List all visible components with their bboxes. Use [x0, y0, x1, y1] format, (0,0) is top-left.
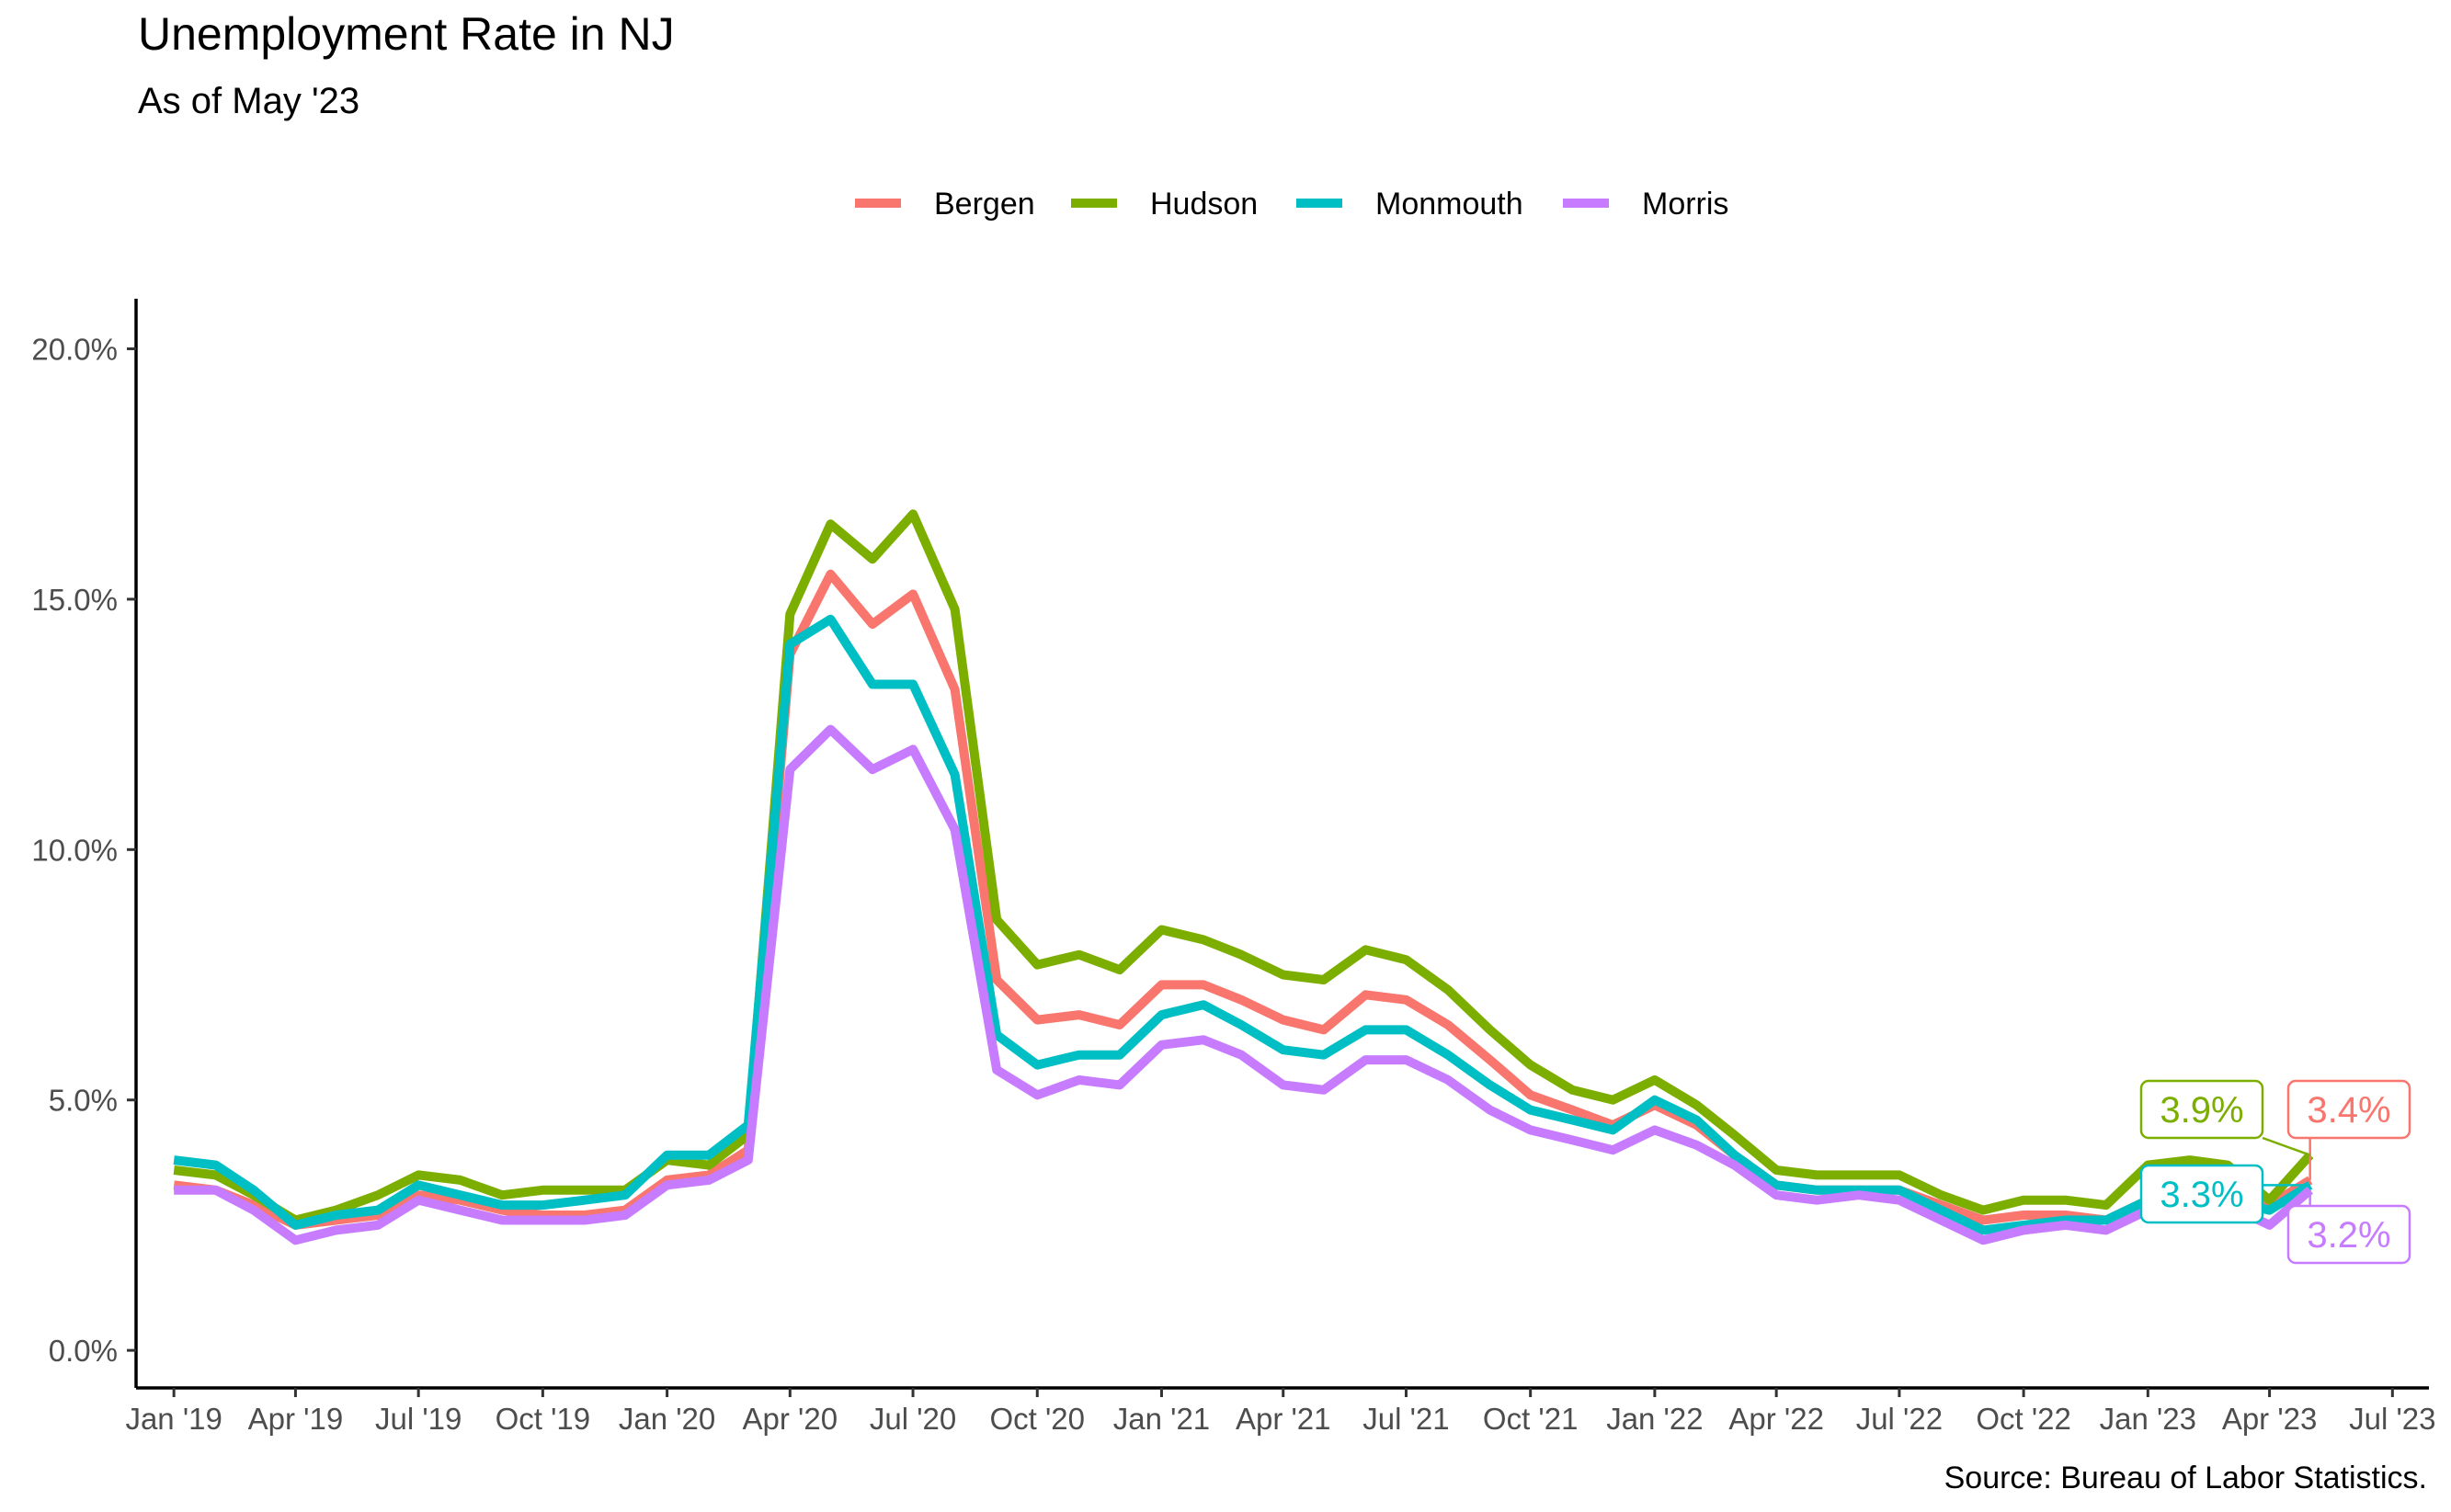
y-tick-label: 15.0%: [31, 583, 118, 617]
x-tick-label: Jul '21: [1362, 1402, 1449, 1436]
x-tick-label: Jan '20: [619, 1402, 715, 1436]
x-tick-label: Apr '22: [1728, 1402, 1824, 1436]
legend-label-bergen: Bergen: [934, 187, 1035, 222]
x-tick-label: Oct '20: [990, 1402, 1086, 1436]
end-label-hudson: 3.9%: [2160, 1090, 2243, 1131]
chart-end-labels: 3.4% 3.9% 3.3% 3.2%: [2139, 1079, 2411, 1265]
series-line-monmouth: [173, 614, 2313, 1235]
chart-legend: Bergen Hudson Monmouth Morris: [855, 187, 1728, 222]
chart-title: Unemployment Rate in NJ: [138, 8, 675, 60]
legend-label-monmouth: Monmouth: [1375, 187, 1523, 222]
y-tick-label: 20.0%: [31, 332, 118, 366]
x-tick-label: Jul '22: [1856, 1402, 1943, 1436]
series-line-hudson: [173, 509, 2314, 1225]
x-tick-label: Jan '23: [2100, 1402, 2196, 1436]
x-tick-label: Oct '21: [1483, 1402, 1579, 1436]
end-label-box-monmouth: [2139, 1164, 2264, 1224]
end-label-monmouth: 3.3%: [2160, 1175, 2243, 1215]
y-tick-label: 0.0%: [49, 1334, 118, 1368]
series-line-morris: [174, 724, 2313, 1245]
x-tick-label: Apr '20: [743, 1402, 838, 1436]
chart-source-caption: Source: Bureau of Labor Statistics.: [1944, 1461, 2427, 1495]
x-tick-label: Jul '19: [375, 1402, 462, 1436]
x-tick-label: Jul '23: [2349, 1402, 2435, 1436]
chart-subtitle: As of May '23: [138, 81, 360, 121]
chart-series: [173, 509, 2314, 1245]
x-tick-label: Apr '21: [1236, 1402, 1331, 1436]
series-line-bergen: [173, 569, 2313, 1230]
legend-label-hudson: Hudson: [1150, 187, 1258, 222]
end-label-box-hudson: [2139, 1079, 2264, 1140]
end-label-bergen: 3.4%: [2307, 1090, 2390, 1131]
y-tick-label: 5.0%: [49, 1084, 118, 1118]
end-label-morris: 3.2%: [2307, 1215, 2390, 1256]
x-tick-label: Apr '19: [248, 1402, 344, 1436]
x-tick-label: Jan '22: [1606, 1402, 1703, 1436]
x-tick-label: Apr '23: [2222, 1402, 2318, 1436]
chart-axes: 0.0% 5.0% 10.0% 15.0% 20.0% Jan '19 Apr '19 Jul…: [31, 299, 2435, 1436]
end-label-box-bergen: [2286, 1079, 2411, 1140]
x-tick-label: Jan '19: [125, 1402, 222, 1436]
x-tick-label: Jan '21: [1113, 1402, 1210, 1436]
x-tick-label: Jul '20: [870, 1402, 956, 1436]
legend-label-morris: Morris: [1642, 187, 1728, 222]
end-label-connector-hudson: [2262, 1136, 2311, 1156]
x-tick-label: Oct '22: [1976, 1402, 2071, 1436]
x-tick-label: Oct '19: [496, 1402, 591, 1436]
y-tick-label: 10.0%: [31, 833, 118, 867]
end-label-box-morris: [2286, 1204, 2411, 1265]
